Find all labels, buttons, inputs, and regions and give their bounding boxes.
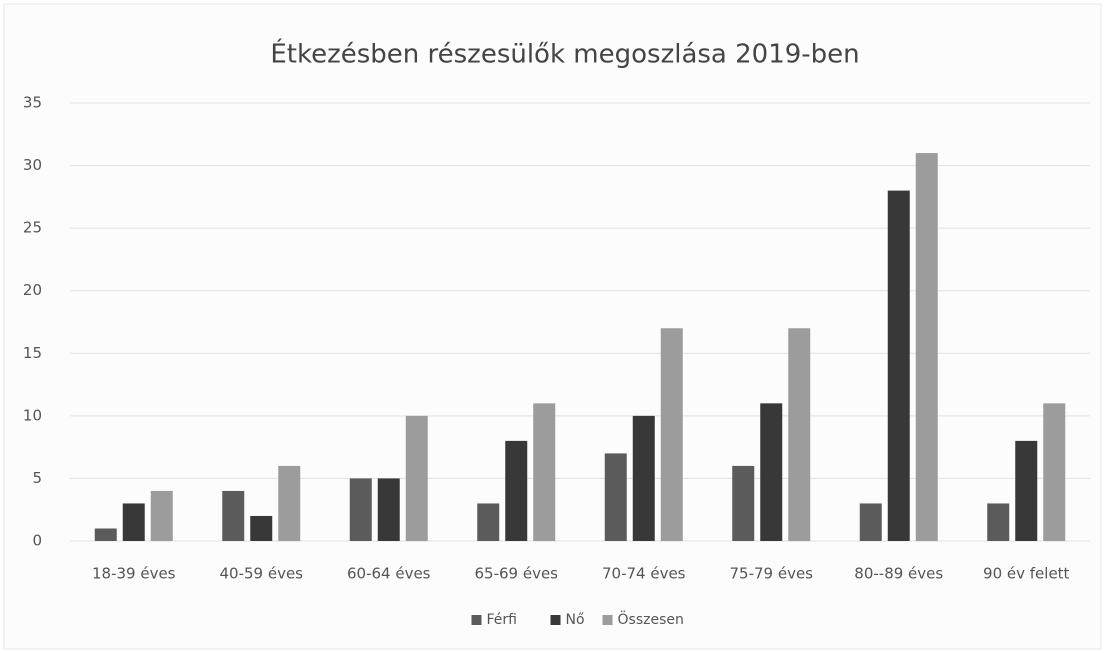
bar	[150, 490, 173, 541]
bar	[987, 503, 1010, 541]
y-tick-label: 25	[23, 219, 42, 237]
y-tick-label: 15	[23, 344, 42, 362]
x-tick-label: 70-74 éves	[602, 565, 686, 583]
bar	[505, 440, 528, 541]
bar	[405, 415, 428, 541]
bar	[732, 465, 755, 541]
x-tick-label: 80--89 éves	[854, 565, 943, 583]
bar	[760, 403, 783, 541]
bar	[278, 465, 301, 541]
legend-label: Összesen	[618, 610, 684, 628]
legend-label: Nő	[566, 612, 585, 628]
bar	[477, 503, 500, 541]
x-tick-label: 75-79 éves	[729, 565, 813, 583]
chart-title: Étkezésben részesülők megoszlása 2019-be…	[270, 38, 859, 70]
bar	[94, 528, 117, 541]
bar	[632, 415, 655, 541]
bar	[788, 328, 811, 541]
y-tick-label: 10	[23, 406, 42, 424]
bar	[349, 478, 372, 541]
x-tick-label: 90 év felett	[983, 565, 1070, 583]
bar	[1043, 403, 1066, 541]
y-tick-label: 30	[23, 156, 42, 174]
y-tick-label: 5	[32, 469, 42, 487]
legend-swatch	[602, 615, 613, 625]
bar	[1015, 440, 1038, 541]
x-tick-label: 65-69 éves	[474, 565, 558, 583]
bar	[122, 503, 145, 541]
legend-swatch	[471, 615, 482, 625]
bar	[915, 153, 938, 542]
y-tick-label: 0	[32, 532, 42, 550]
bar	[377, 478, 400, 541]
x-tick-label: 18-39 éves	[92, 565, 176, 583]
y-tick-label: 35	[23, 94, 42, 112]
bar	[660, 328, 683, 541]
bar	[250, 515, 273, 541]
bar	[604, 453, 627, 541]
x-tick-label: 60-64 éves	[347, 565, 431, 583]
bar	[533, 403, 556, 541]
bar	[887, 190, 910, 541]
x-tick-label: 40-59 éves	[219, 565, 303, 583]
legend-swatch	[550, 615, 561, 625]
bar	[859, 503, 882, 541]
y-tick-label: 20	[23, 281, 42, 299]
legend-label: Férfi	[487, 612, 517, 628]
bar	[222, 490, 245, 541]
